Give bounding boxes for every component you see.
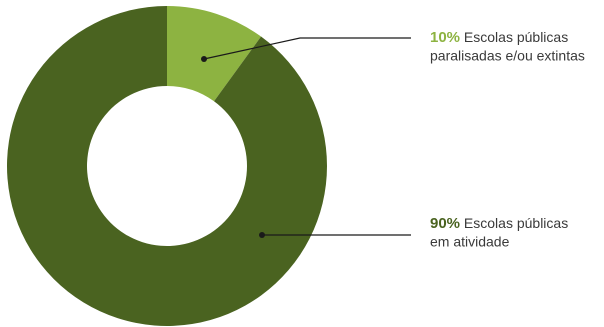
callout-label-line1-1: 90% Escolas públicas [430, 215, 568, 232]
donut-slice-1 [7, 6, 328, 326]
callout-label-line1-0: 10% Escolas públicas [430, 29, 568, 46]
slice-percent-label-1: 90% [430, 215, 460, 232]
callout-1: 90% Escolas públicas em atividade [259, 215, 568, 250]
slice-label-0: Escolas públicas [460, 29, 568, 45]
callout-line-0 [203, 37, 411, 60]
callout-label-line2-1: em atividade [430, 234, 510, 250]
callout-label-line2-0: paralisadas e/ou extintas [430, 48, 585, 64]
callout-0: 10% Escolas públicas paralisadas e/ou ext… [201, 29, 585, 64]
slice-percent-label-0: 10% [430, 29, 460, 46]
slice-label-1: Escolas públicas [460, 215, 568, 231]
donut-slice-0 [167, 6, 262, 102]
